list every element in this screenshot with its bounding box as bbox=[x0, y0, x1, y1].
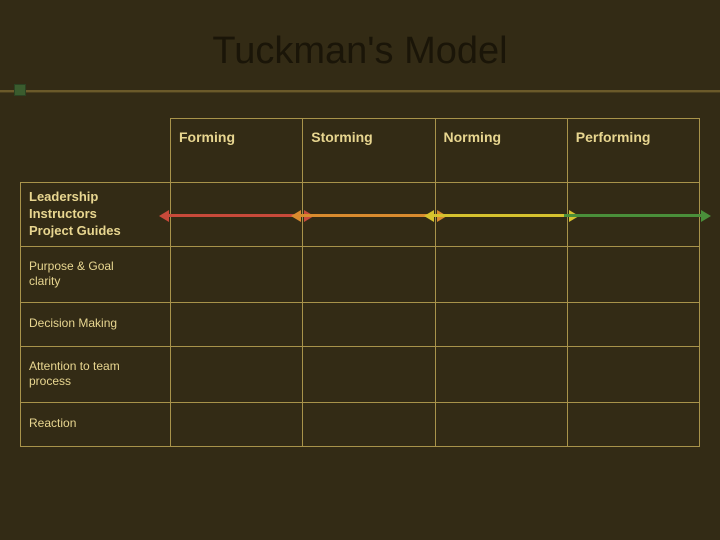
cell-decision-norming bbox=[435, 302, 567, 346]
cell-reaction-storming bbox=[303, 402, 435, 446]
cell-attention-forming bbox=[171, 346, 303, 402]
cell-attention-storming bbox=[303, 346, 435, 402]
cell-decision-storming bbox=[303, 302, 435, 346]
cell-decision-forming bbox=[171, 302, 303, 346]
row-purpose: Purpose & Goal clarity bbox=[21, 246, 700, 302]
rowlabel-line: Instructors bbox=[29, 206, 97, 221]
col-norming: Norming bbox=[435, 119, 567, 183]
arrow-storming bbox=[299, 214, 438, 217]
rowlabel-line: process bbox=[29, 374, 71, 388]
cell-reaction-norming bbox=[435, 402, 567, 446]
col-storming: Storming bbox=[303, 119, 435, 183]
cell-attention-norming bbox=[435, 346, 567, 402]
rowlabel-purpose: Purpose & Goal clarity bbox=[21, 246, 171, 302]
cell-leadership-norming bbox=[435, 183, 567, 247]
cell-leadership-performing bbox=[567, 183, 699, 247]
rowlabel-decision: Decision Making bbox=[21, 302, 171, 346]
arrow-norming bbox=[432, 214, 571, 217]
col-performing: Performing bbox=[567, 119, 699, 183]
row-reaction: Reaction bbox=[21, 402, 700, 446]
cell-attention-performing bbox=[567, 346, 699, 402]
arrow-forming bbox=[167, 214, 306, 217]
cell-purpose-forming bbox=[171, 246, 303, 302]
row-attention: Attention to team process bbox=[21, 346, 700, 402]
rowlabel-attention: Attention to team process bbox=[21, 346, 171, 402]
cell-leadership-storming bbox=[303, 183, 435, 247]
rowlabel-line: Project Guides bbox=[29, 223, 121, 238]
row-leadership: Leadership Instructors Project Guides bbox=[21, 183, 700, 247]
rowlabel-line: Leadership bbox=[29, 189, 98, 204]
cell-leadership-forming bbox=[171, 183, 303, 247]
tuckman-table: Forming Storming Norming Performing Lead… bbox=[20, 118, 700, 447]
rowlabel-line: Purpose & Goal bbox=[29, 259, 114, 273]
cell-reaction-forming bbox=[171, 402, 303, 446]
cell-purpose-norming bbox=[435, 246, 567, 302]
arrow-performing bbox=[564, 214, 703, 217]
rowlabel-line: clarity bbox=[29, 274, 60, 288]
rowlabel-line: Attention to team bbox=[29, 359, 120, 373]
header-row: Forming Storming Norming Performing bbox=[21, 119, 700, 183]
accent-square bbox=[14, 84, 26, 96]
cell-reaction-performing bbox=[567, 402, 699, 446]
cell-purpose-storming bbox=[303, 246, 435, 302]
corner-cell bbox=[21, 119, 171, 183]
rowlabel-line: Decision Making bbox=[29, 316, 117, 330]
rowlabel-reaction: Reaction bbox=[21, 402, 171, 446]
cell-purpose-performing bbox=[567, 246, 699, 302]
row-decision: Decision Making bbox=[21, 302, 700, 346]
page-title: Tuckman's Model bbox=[0, 0, 720, 83]
title-rule bbox=[0, 90, 720, 93]
rowlabel-leadership: Leadership Instructors Project Guides bbox=[21, 183, 171, 247]
col-forming: Forming bbox=[171, 119, 303, 183]
cell-decision-performing bbox=[567, 302, 699, 346]
rowlabel-line: Reaction bbox=[29, 416, 76, 430]
